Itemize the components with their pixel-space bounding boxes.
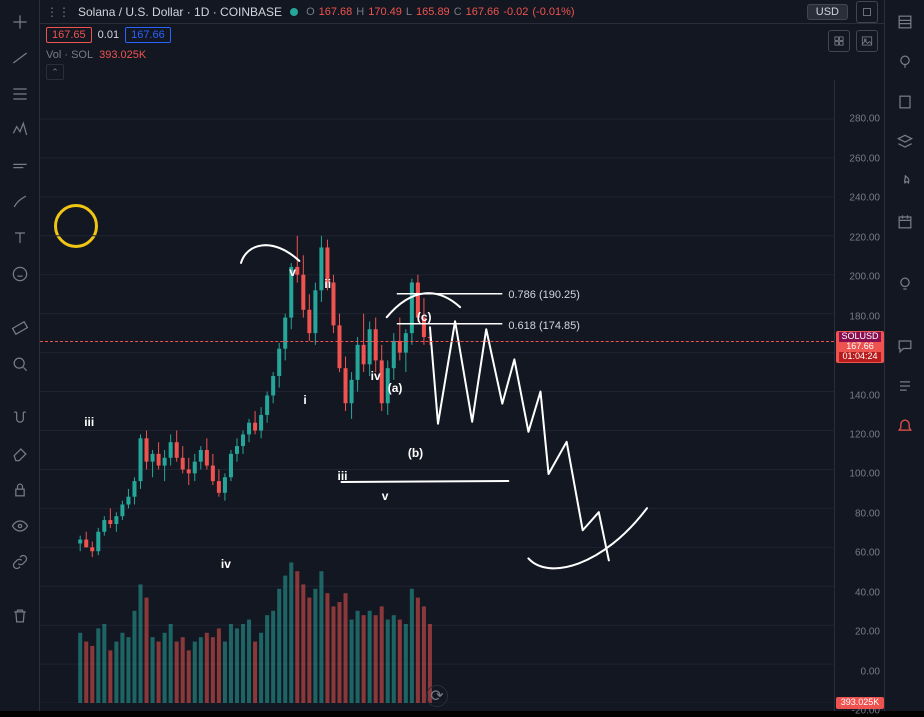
goto-date-icon[interactable]: ⟳ <box>426 685 448 707</box>
chart-svg <box>40 80 834 703</box>
lock-tool-icon[interactable] <box>6 476 34 504</box>
price-tick: 120.00 <box>849 429 880 440</box>
ideas-icon[interactable] <box>891 270 919 298</box>
elliott-wave-label: iii <box>337 469 347 483</box>
volume-badge: 393.025K <box>836 697 884 709</box>
elliott-wave-label: v <box>382 489 389 503</box>
right-sidebar <box>884 0 924 711</box>
text-tool-icon[interactable] <box>6 224 34 252</box>
collapse-legend-icon[interactable]: ⌃ <box>46 64 64 80</box>
chat-icon[interactable] <box>891 332 919 360</box>
bid-pill: 167.65 <box>46 27 92 43</box>
trendline-tool-icon[interactable] <box>6 44 34 72</box>
link-tool-icon[interactable] <box>6 548 34 576</box>
elliott-wave-label: (a) <box>388 381 403 395</box>
price-axis[interactable]: 280.00260.00240.00220.00200.00180.00160.… <box>834 80 884 711</box>
price-tick: 40.00 <box>855 587 880 598</box>
zoom-tool-icon[interactable] <box>6 350 34 378</box>
fib-level-label: 0.618 (174.85) <box>508 320 580 332</box>
price-tick: 220.00 <box>849 232 880 243</box>
brush-tool-icon[interactable] <box>6 188 34 216</box>
elliott-wave-label: iv <box>371 369 381 383</box>
alerts-icon[interactable] <box>891 48 919 76</box>
notifications-icon[interactable] <box>891 412 919 440</box>
pattern-tool-icon[interactable] <box>6 116 34 144</box>
volume-row: Vol · SOL 393.025K <box>40 46 884 64</box>
ruler-tool-icon[interactable] <box>6 314 34 342</box>
elliott-wave-label: ii <box>324 277 331 291</box>
currency-button[interactable]: USD <box>807 4 848 20</box>
ask-pill: 167.66 <box>125 27 171 43</box>
price-tick: 140.00 <box>849 390 880 401</box>
price-tick: 20.00 <box>855 627 880 638</box>
last-price-line <box>40 341 834 342</box>
hotlist-icon[interactable] <box>891 88 919 116</box>
watchlist-icon[interactable] <box>891 8 919 36</box>
emoji-tool-icon[interactable] <box>6 260 34 288</box>
price-tick: 80.00 <box>855 508 880 519</box>
chart-canvas[interactable]: ⟳ vii(c)iv(a)iiii(b)iiiviv0.786 (190.25)… <box>40 80 834 711</box>
calendar-icon[interactable] <box>891 208 919 236</box>
volume-label: Vol · SOL <box>46 49 93 61</box>
chart-main: ⋮⋮ Solana / U.S. Dollar · 1D · COINBASE … <box>40 0 884 711</box>
fib-tool-icon[interactable] <box>6 80 34 108</box>
eye-tool-icon[interactable] <box>6 512 34 540</box>
price-tick: 100.00 <box>849 469 880 480</box>
price-tick: 260.00 <box>849 153 880 164</box>
symbol-header: ⋮⋮ Solana / U.S. Dollar · 1D · COINBASE … <box>40 0 884 24</box>
price-tick: 280.00 <box>849 114 880 125</box>
elliott-wave-label: i <box>303 393 306 407</box>
elliott-wave-label: v <box>289 265 296 279</box>
layout-icon[interactable] <box>828 30 850 52</box>
eraser-tool-icon[interactable] <box>6 440 34 468</box>
left-drawing-toolbar <box>0 0 40 711</box>
elliott-wave-label: (c) <box>417 310 432 324</box>
flame-icon[interactable] <box>891 168 919 196</box>
ticker-price-badge: SOLUSD167.6601:04:24 <box>836 331 884 363</box>
cursor-tool-icon[interactable] <box>6 8 34 36</box>
price-tick: 60.00 <box>855 548 880 559</box>
magnet-tool-icon[interactable] <box>6 404 34 432</box>
price-tick: 240.00 <box>849 193 880 204</box>
price-tick: 0.00 <box>861 666 880 677</box>
ohlc-readout: O167.68 H170.49 L165.89 C167.66 -0.02 (-… <box>306 6 574 18</box>
elliott-wave-label: (b) <box>408 446 423 460</box>
symbol-title[interactable]: Solana / U.S. Dollar · 1D · COINBASE <box>78 5 282 19</box>
market-status-icon <box>290 8 298 16</box>
fib-level-label: 0.786 (190.25) <box>508 289 580 301</box>
image-icon[interactable] <box>856 30 878 52</box>
settings-square-icon[interactable] <box>856 1 878 23</box>
elliott-wave-label: iv <box>221 557 231 571</box>
price-pills-row: 167.65 0.01 167.66 <box>40 24 884 46</box>
trash-tool-icon[interactable] <box>6 602 34 630</box>
layers-icon[interactable] <box>891 128 919 156</box>
prediction-tool-icon[interactable] <box>6 152 34 180</box>
price-tick: 200.00 <box>849 272 880 283</box>
price-tick: 180.00 <box>849 311 880 322</box>
volume-value: 393.025K <box>99 49 146 61</box>
elliott-wave-label: iii <box>84 415 94 429</box>
stream-icon[interactable] <box>891 372 919 400</box>
spread-value: 0.01 <box>98 29 119 41</box>
